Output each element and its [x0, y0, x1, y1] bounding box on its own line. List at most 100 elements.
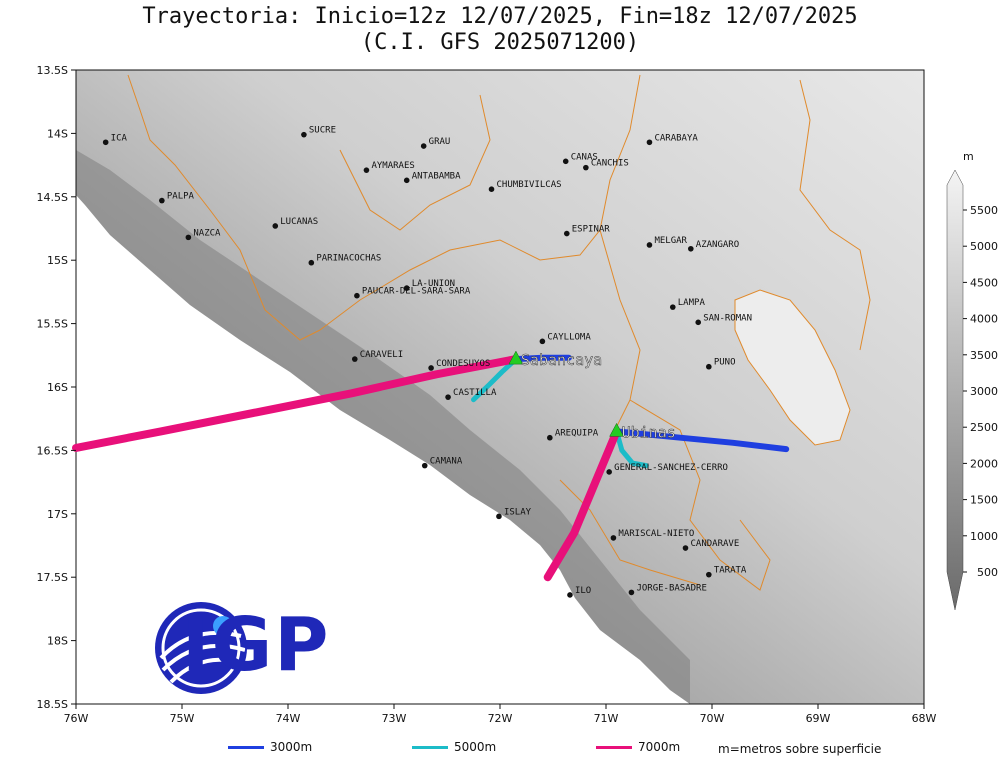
legend-label-3000: 3000m	[270, 740, 312, 754]
legend-swatch-7000	[596, 746, 632, 749]
lon-tick-label: 73W	[382, 712, 407, 725]
legend-item-7000: 7000m	[596, 740, 680, 754]
volcano-label: Sabancaya	[521, 351, 602, 369]
place-marker	[606, 469, 612, 475]
lon-tick-label: 72W	[488, 712, 513, 725]
lon-tick-label: 68W	[912, 712, 937, 725]
place-marker	[428, 365, 434, 371]
place-label: ANTABAMBA	[412, 171, 461, 181]
place-label: PARINACOCHAS	[316, 254, 381, 264]
lon-tick-label: 69W	[806, 712, 831, 725]
colorbar-label: 3500	[970, 349, 998, 362]
colorbar-label: 4000	[970, 313, 998, 326]
volcano-label: Ubinas	[622, 423, 676, 441]
place-marker	[422, 463, 428, 469]
place-marker	[103, 139, 109, 145]
place-marker	[159, 198, 165, 204]
place-marker	[583, 165, 589, 171]
lat-tick-label: 18.5S	[37, 698, 68, 711]
lon-tick-label: 74W	[276, 712, 301, 725]
place-label: SUCRE	[309, 126, 336, 136]
colorbar-label: 3000	[970, 385, 998, 398]
place-marker	[706, 364, 712, 370]
place-label: ICA	[111, 133, 128, 143]
place-marker	[404, 178, 410, 184]
place-marker	[706, 572, 712, 578]
colorbar-labels: 500 1000 1500 2000 2500 3000 3500 4000 4500 5000 5…	[963, 204, 998, 579]
lat-tick-label: 14S	[47, 127, 68, 140]
place-marker	[629, 590, 635, 596]
place-label: LAMPA	[678, 298, 706, 308]
lat-tick-label: 14.5S	[37, 191, 68, 204]
colorbar-unit: m	[963, 150, 974, 163]
place-marker	[647, 242, 653, 248]
igp-logo-text: IGP	[182, 602, 331, 688]
place-marker	[547, 435, 553, 441]
colorbar	[947, 170, 963, 610]
place-marker	[611, 535, 617, 541]
place-marker	[683, 545, 689, 551]
place-label: CAYLLOMA	[547, 332, 591, 342]
place-label: TARATA	[714, 566, 747, 576]
lat-tick-label: 15.5S	[37, 318, 68, 331]
place-marker	[272, 223, 278, 229]
place-marker	[352, 356, 358, 362]
colorbar-label: 5000	[970, 240, 998, 253]
place-marker	[309, 260, 315, 266]
colorbar-label: 1500	[970, 494, 998, 507]
place-label: PAUCAR-DEL-SARA-SARA	[362, 287, 471, 297]
colorbar-label: 1000	[970, 530, 998, 543]
legend-item-5000: 5000m	[412, 740, 496, 754]
lat-tick-label: 17.5S	[37, 571, 68, 584]
place-marker	[647, 139, 653, 145]
place-label: CANDARAVE	[691, 539, 740, 549]
place-label: JORGE-BASADRE	[636, 583, 706, 593]
place-marker	[445, 394, 451, 400]
place-label: ISLAY	[504, 507, 532, 517]
place-label: MELGAR	[654, 236, 687, 246]
place-marker	[567, 592, 573, 598]
lat-tick-label: 15S	[47, 254, 68, 267]
place-label: MARISCAL-NIETO	[618, 529, 694, 539]
lat-tick-label: 16S	[47, 381, 68, 394]
colorbar-label: 500	[977, 566, 998, 579]
place-label: ESPINAR	[572, 225, 611, 235]
place-marker	[364, 167, 370, 173]
place-label: NAZCA	[193, 228, 221, 238]
place-marker	[563, 158, 569, 164]
place-label: AREQUIPA	[555, 429, 599, 439]
place-marker	[540, 339, 546, 345]
lat-tick-label: 18S	[47, 635, 68, 648]
place-marker	[670, 304, 676, 310]
place-label: ILO	[575, 586, 591, 596]
lon-tick-label: 71W	[594, 712, 619, 725]
place-label: GRAU	[429, 137, 451, 147]
place-marker	[186, 235, 192, 241]
legend-item-3000: 3000m	[228, 740, 312, 754]
place-marker	[496, 514, 502, 520]
legend-label-5000: 5000m	[454, 740, 496, 754]
colorbar-label: 2000	[970, 457, 998, 470]
place-marker	[489, 186, 495, 192]
place-label: CANCHIS	[591, 159, 629, 169]
place-label: CARABAYA	[654, 133, 698, 143]
place-marker	[354, 293, 360, 299]
place-label: PUNO	[714, 358, 736, 368]
colorbar-label: 4500	[970, 276, 998, 289]
place-label: GENERAL-SANCHEZ-CERRO	[614, 463, 728, 473]
lat-tick-label: 13.5S	[37, 64, 68, 77]
place-label: PALPA	[167, 192, 195, 202]
lon-tick-label: 75W	[170, 712, 195, 725]
colorbar-label: 5500	[970, 204, 998, 217]
place-label: CASTILLA	[453, 388, 497, 398]
place-label: LUCANAS	[280, 217, 318, 227]
colorbar-label: 2500	[970, 421, 998, 434]
legend-swatch-3000	[228, 746, 264, 749]
place-label: AYMARAES	[371, 161, 414, 171]
place-label: CARAVELI	[360, 350, 403, 360]
place-marker	[421, 143, 427, 149]
lat-tick-label: 16.5S	[37, 444, 68, 457]
place-label: CAMANA	[430, 457, 463, 467]
legend-note: m=metros sobre superficie	[718, 742, 881, 756]
place-marker	[301, 132, 307, 138]
